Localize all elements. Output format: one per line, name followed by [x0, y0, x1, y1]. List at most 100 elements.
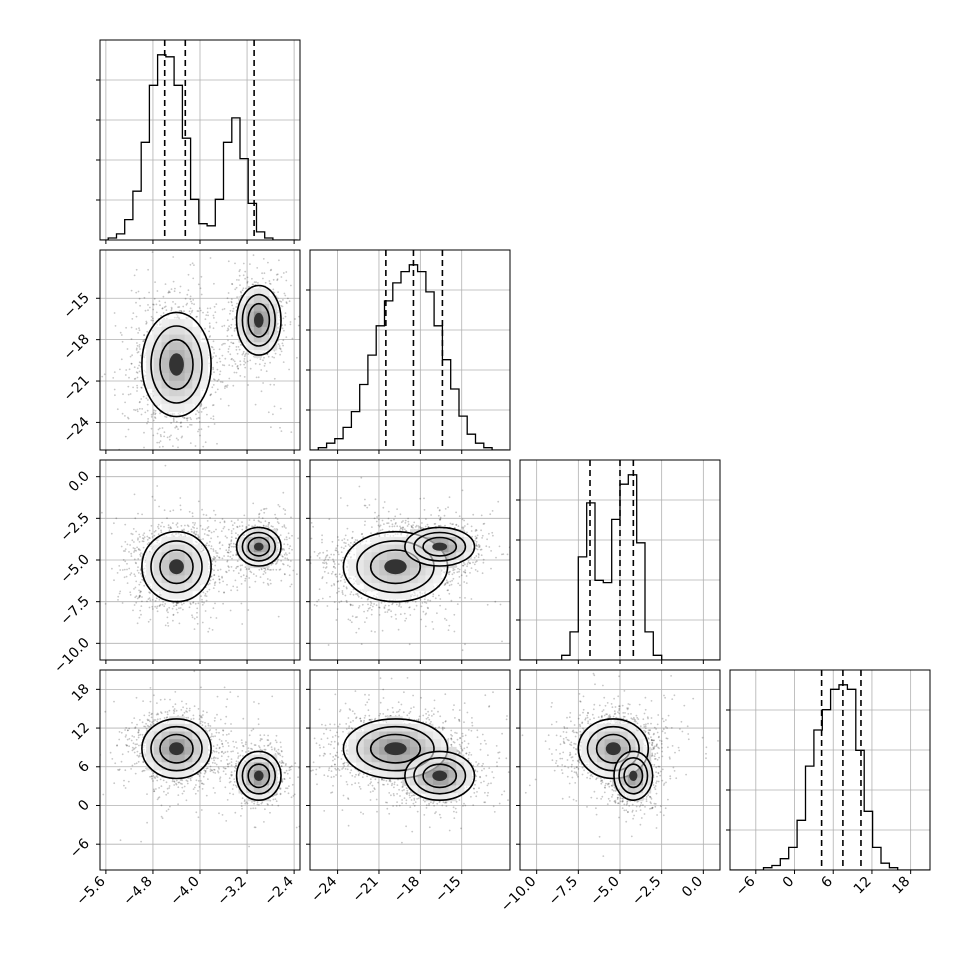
sample-point [285, 271, 288, 273]
sample-point [179, 285, 182, 288]
sample-point [277, 291, 279, 293]
sample-point [209, 517, 212, 519]
sample-point [207, 425, 210, 428]
sample-point [167, 524, 170, 527]
sample-point [157, 428, 160, 431]
sample-point [127, 416, 129, 419]
sample-point [137, 537, 139, 540]
sample-point [282, 344, 284, 347]
sample-point [123, 568, 126, 571]
sample-point [280, 305, 283, 307]
sample-point [281, 548, 284, 551]
sample-point [168, 529, 171, 532]
sample-point [244, 361, 247, 364]
sample-point [268, 522, 270, 524]
sample-point [168, 291, 170, 294]
sample-point [227, 551, 229, 554]
sample-point [218, 590, 220, 593]
sample-point [178, 306, 181, 308]
sample-point [175, 608, 178, 611]
sample-point [146, 543, 149, 545]
sample-point [271, 356, 274, 358]
sample-point [139, 569, 142, 571]
sample-point [235, 567, 238, 570]
sample-point [219, 521, 222, 524]
sample-point [239, 284, 241, 286]
sample-point [283, 553, 286, 556]
sample-point [275, 568, 278, 571]
sample-point [280, 350, 283, 353]
sample-point [231, 365, 234, 367]
sample-point [210, 575, 213, 578]
sample-point [280, 430, 283, 432]
sample-point [265, 507, 268, 510]
sample-point [257, 282, 259, 284]
sample-point [213, 557, 216, 560]
sample-point [342, 556, 344, 559]
sample-point [123, 576, 126, 579]
sample-point [241, 521, 243, 523]
sample-point [153, 297, 156, 300]
sample-point [282, 491, 285, 494]
sample-point [167, 451, 169, 453]
sample-point [133, 604, 136, 606]
sample-point [207, 338, 210, 341]
sample-point [144, 494, 146, 496]
sample-point [159, 304, 161, 307]
sample-point [235, 532, 237, 535]
sample-point [179, 422, 182, 424]
sample-point [269, 283, 272, 285]
sample-point [212, 384, 215, 386]
contour-0-1 [150, 325, 203, 404]
sample-point [138, 364, 141, 367]
sample-point [263, 508, 266, 510]
sample-point [154, 605, 157, 608]
sample-point [226, 536, 228, 539]
sample-point [192, 299, 195, 301]
sample-point [285, 336, 288, 338]
sample-point [209, 335, 212, 337]
sample-point [133, 588, 135, 590]
sample-point [183, 417, 186, 419]
sample-point [288, 368, 290, 371]
histogram-step-1 [310, 264, 509, 450]
sample-point [135, 580, 138, 583]
sample-point [203, 533, 206, 535]
sample-point [136, 390, 138, 392]
sample-point [237, 368, 240, 370]
sample-point [276, 278, 279, 281]
sample-point [128, 376, 130, 379]
sample-point [179, 508, 182, 511]
sample-point [113, 579, 115, 582]
sample-point [273, 377, 276, 380]
sample-point [115, 517, 118, 520]
sample-point [262, 508, 265, 510]
sample-point [236, 526, 239, 529]
sample-point [262, 525, 265, 527]
sample-point [213, 352, 216, 354]
sample-point [244, 354, 247, 356]
sample-point [126, 348, 129, 350]
y-tick-label: −24 [61, 414, 93, 446]
sample-point [163, 435, 166, 438]
sample-point [243, 363, 246, 366]
sample-point [255, 376, 258, 379]
sample-point [143, 338, 146, 341]
sample-point [285, 527, 287, 529]
sample-point [186, 293, 189, 296]
sample-point [195, 501, 197, 503]
sample-point [148, 606, 151, 609]
sample-point [242, 352, 245, 355]
sample-point [154, 416, 156, 419]
sample-point [382, 506, 385, 509]
sample-point [136, 344, 139, 347]
sample-point [221, 518, 224, 520]
sample-point [154, 409, 157, 412]
sample-point [177, 454, 179, 456]
sample-point [237, 534, 239, 536]
sample-point [113, 388, 116, 391]
sample-point [277, 558, 279, 561]
sample-point [141, 600, 143, 603]
sample-point [168, 606, 171, 609]
sample-point [129, 591, 132, 594]
